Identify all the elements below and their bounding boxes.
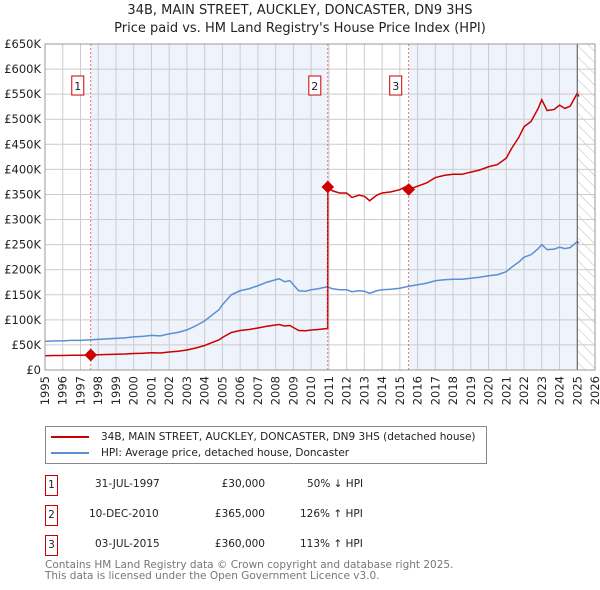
y-tick-label: £400K: [4, 162, 41, 176]
sale-label: 1: [74, 80, 81, 93]
sale-marker-badge: 3: [45, 535, 58, 556]
y-tick-label: £0: [26, 363, 41, 377]
legend-item-property: 34B, MAIN STREET, AUCKLEY, DONCASTER, DN…: [46, 429, 486, 445]
x-tick-label: 2022: [517, 376, 531, 405]
x-tick-label: 1998: [91, 376, 105, 405]
x-tick-label: 2020: [482, 376, 496, 405]
chart-title: 34B, MAIN STREET, AUCKLEY, DONCASTER, DN…: [0, 2, 600, 38]
x-tick-label: 2013: [357, 376, 371, 405]
y-tick-label: £50K: [12, 338, 42, 352]
shaded-period: [408, 44, 578, 370]
y-tick-label: £300K: [4, 213, 41, 227]
sale-marker-badge: 2: [45, 505, 58, 526]
sale-date: 10-DEC-2010: [89, 508, 159, 520]
y-tick-label: £150K: [4, 288, 41, 302]
sale-label-box: [308, 75, 322, 96]
x-tick-label: 2006: [233, 376, 247, 405]
y-tick-label: £450K: [4, 137, 41, 151]
sale-price: £360,000: [214, 538, 265, 550]
attribution: Contains HM Land Registry data © Crown c…: [45, 560, 453, 581]
sale-label-box: [389, 75, 403, 96]
sale-hpi-change: 113% ↑ HPI: [300, 538, 363, 550]
x-tick-label: 2016: [411, 376, 425, 405]
sale-point: [84, 348, 98, 362]
attribution-line-2: This data is licensed under the Open Gov…: [45, 569, 380, 582]
x-tick-label: 2011: [322, 376, 336, 405]
y-tick-label: £100K: [4, 313, 41, 327]
y-tick-label: £350K: [4, 187, 41, 201]
legend-swatch-red: [51, 436, 89, 438]
hpi-line: [44, 240, 580, 343]
x-tick-label: 1997: [73, 376, 87, 405]
x-tick-label: 2005: [215, 376, 229, 405]
x-tick-label: 2002: [162, 376, 176, 405]
x-tick-label: 2018: [446, 376, 460, 405]
x-tick-label: 2007: [251, 376, 265, 405]
x-tick-label: 2023: [535, 376, 549, 405]
x-tick-label: 2017: [428, 376, 442, 405]
sale-label: 3: [392, 80, 399, 93]
legend: 34B, MAIN STREET, AUCKLEY, DONCASTER, DN…: [45, 426, 487, 464]
legend-swatch-blue: [51, 452, 89, 454]
y-tick-label: £550K: [4, 87, 41, 101]
x-tick-label: 2025: [570, 376, 584, 405]
y-tick-label: £500K: [4, 112, 41, 126]
sale-price: £30,000: [221, 478, 265, 490]
x-tick-label: 1996: [56, 376, 70, 405]
sale-point: [402, 183, 416, 196]
x-tick-label: 2014: [375, 376, 389, 405]
legend-label: HPI: Average price, detached house, Donc…: [101, 447, 350, 459]
x-tick-label: 1995: [38, 376, 52, 405]
x-tick-label: 2021: [499, 376, 513, 405]
x-tick-label: 2003: [180, 376, 194, 405]
x-tick-label: 2001: [144, 376, 158, 405]
x-tick-label: 2026: [588, 376, 600, 405]
sale-price: £365,000: [214, 508, 265, 520]
title-line-1: 34B, MAIN STREET, AUCKLEY, DONCASTER, DN…: [127, 3, 473, 18]
y-tick-label: £250K: [4, 238, 41, 252]
x-tick-label: 2004: [198, 376, 212, 405]
sale-label: 2: [311, 80, 318, 93]
title-line-2: Price paid vs. HM Land Registry's House …: [114, 21, 486, 36]
x-tick-label: 2012: [340, 376, 354, 405]
forecast-hatch: [577, 44, 595, 370]
plot-border: [44, 43, 596, 371]
sale-date: 31-JUL-1997: [95, 478, 160, 490]
sale-date: 03-JUL-2015: [95, 538, 160, 550]
sale-hpi-change: 126% ↑ HPI: [300, 508, 363, 520]
y-tick-label: £200K: [4, 263, 41, 277]
shaded-period: [90, 44, 328, 370]
x-tick-label: 2024: [553, 376, 567, 405]
x-tick-label: 1999: [109, 376, 123, 405]
legend-item-hpi: HPI: Average price, detached house, Donc…: [46, 445, 486, 461]
x-tick-label: 2019: [464, 376, 478, 405]
x-tick-label: 2009: [286, 376, 300, 405]
legend-label: 34B, MAIN STREET, AUCKLEY, DONCASTER, DN…: [101, 431, 476, 443]
sale-marker-badge: 1: [45, 475, 58, 496]
x-tick-label: 2015: [393, 376, 407, 405]
y-tick-label: £650K: [4, 37, 41, 51]
y-tick-label: £600K: [4, 62, 41, 76]
x-tick-label: 2000: [127, 376, 141, 405]
x-tick-label: 2010: [304, 376, 318, 405]
sale-label-box: [71, 75, 85, 96]
attribution-line-1: Contains HM Land Registry data © Crown c…: [45, 559, 454, 571]
sale-point: [321, 180, 335, 194]
sale-hpi-change: 50% ↓ HPI: [307, 478, 364, 490]
x-tick-label: 2008: [269, 376, 283, 405]
